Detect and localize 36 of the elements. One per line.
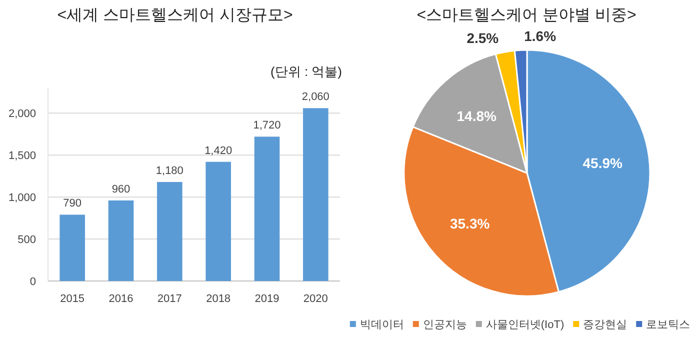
legend-label: 인공지능 bbox=[422, 319, 467, 331]
chart-title: <스마트헬스케어 분야별 비중> bbox=[416, 7, 636, 24]
data-label: 1,720 bbox=[253, 120, 281, 132]
x-tick-label: 2016 bbox=[108, 293, 134, 305]
y-tick-label: 500 bbox=[18, 234, 36, 246]
data-label: 35.3% bbox=[450, 215, 490, 232]
data-label: 1.6% bbox=[524, 28, 557, 44]
bar bbox=[60, 214, 85, 281]
legend-label: 증강현실 bbox=[583, 319, 628, 331]
data-label: 1,420 bbox=[204, 144, 232, 157]
x-tick-label: 2020 bbox=[303, 293, 328, 305]
text: (단위 : 억불) bbox=[270, 64, 342, 79]
data-label: 45.9% bbox=[582, 155, 624, 172]
bar bbox=[206, 162, 231, 281]
data-label: 960 bbox=[112, 183, 130, 196]
bar bbox=[157, 182, 182, 281]
data-label: 2,060 bbox=[302, 91, 330, 104]
x-tick-label: 2018 bbox=[206, 293, 231, 305]
data-label: 2.5% bbox=[466, 30, 500, 46]
y-tick-label: 0 bbox=[30, 276, 36, 288]
bar bbox=[303, 108, 328, 281]
bar bbox=[108, 200, 134, 281]
y-tick-label: 2,000 bbox=[8, 108, 36, 120]
x-tick-label: 2015 bbox=[60, 293, 85, 305]
chart-title: <세계 스마트헬스케어 시장규모> bbox=[57, 7, 293, 24]
legend-label: 빅데이터 bbox=[360, 319, 404, 331]
data-label: 790 bbox=[63, 198, 82, 210]
bar bbox=[254, 136, 280, 281]
x-tick-label: 2017 bbox=[157, 293, 182, 305]
legend-label: 사물인터넷(IoT) bbox=[486, 319, 564, 331]
legend-label: 로보틱스 bbox=[646, 319, 690, 331]
y-tick-label: 1,500 bbox=[8, 150, 36, 162]
data-label: 1,180 bbox=[156, 164, 184, 177]
data-label: 14.8% bbox=[456, 108, 498, 124]
y-tick-label: 1,000 bbox=[8, 192, 36, 204]
x-tick-label: 2019 bbox=[254, 293, 280, 305]
